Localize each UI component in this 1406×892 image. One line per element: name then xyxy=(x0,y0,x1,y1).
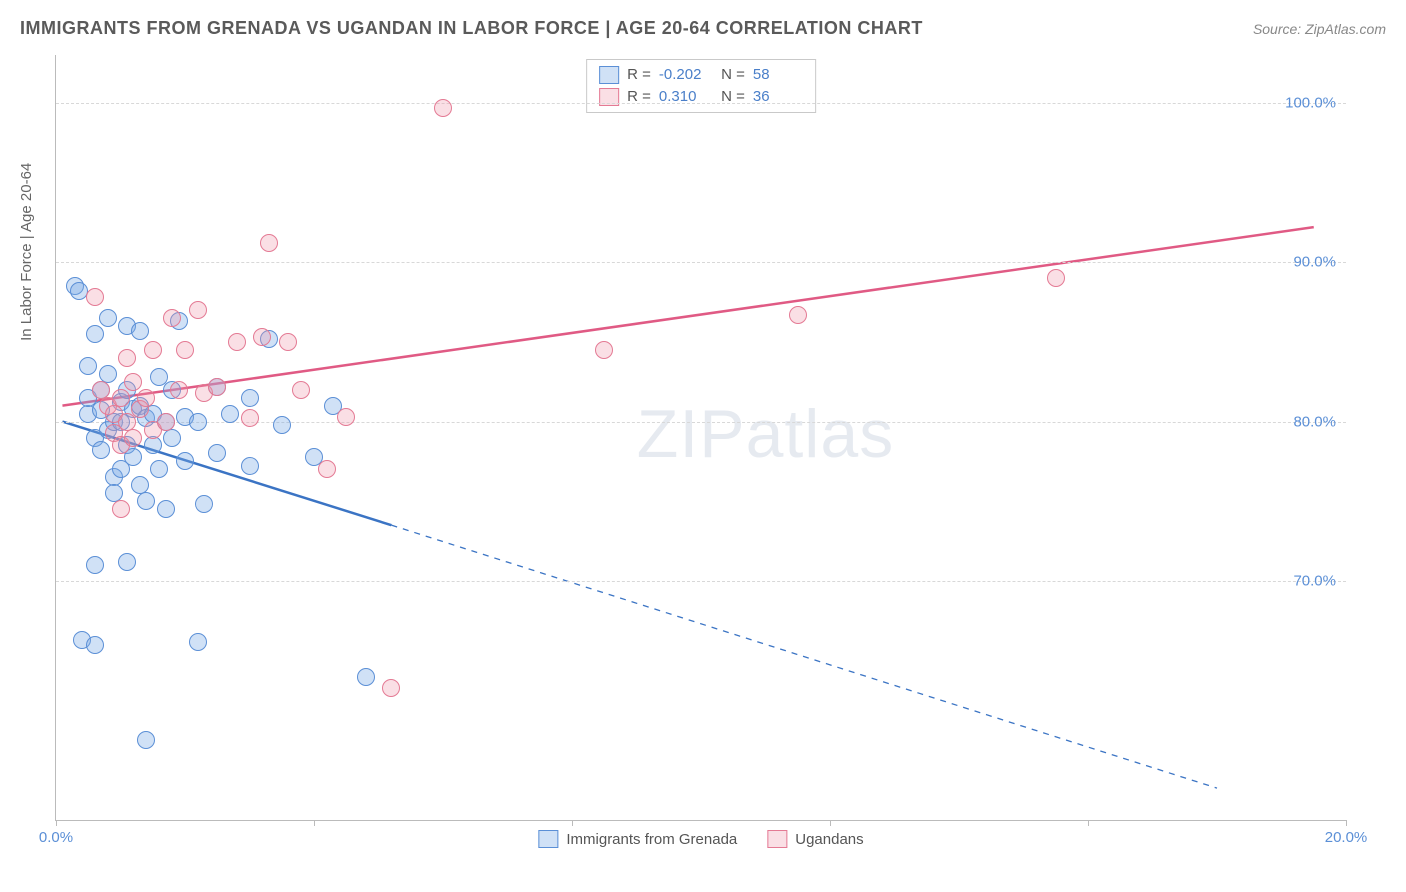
legend-swatch-ugandans xyxy=(767,830,787,848)
data-point-ugandans xyxy=(189,301,207,319)
data-point-grenada xyxy=(163,429,181,447)
x-tick-label: 0.0% xyxy=(39,829,73,846)
data-point-grenada xyxy=(189,633,207,651)
n-value: 58 xyxy=(753,64,803,86)
legend-swatch-grenada xyxy=(538,830,558,848)
data-point-ugandans xyxy=(279,333,297,351)
data-point-ugandans xyxy=(337,408,355,426)
gridline xyxy=(56,103,1346,104)
n-value: 36 xyxy=(753,86,803,108)
data-point-ugandans xyxy=(170,381,188,399)
x-tick xyxy=(572,820,573,826)
data-point-ugandans xyxy=(124,373,142,391)
data-point-ugandans xyxy=(595,341,613,359)
data-point-grenada xyxy=(137,492,155,510)
data-point-grenada xyxy=(195,495,213,513)
data-point-ugandans xyxy=(382,679,400,697)
watermark: ZIPatlas xyxy=(637,395,894,473)
data-point-grenada xyxy=(150,460,168,478)
legend-label: Ugandans xyxy=(795,831,863,848)
gridline xyxy=(56,262,1346,263)
data-point-ugandans xyxy=(86,288,104,306)
x-tick xyxy=(56,820,57,826)
gridline xyxy=(56,581,1346,582)
data-point-ugandans xyxy=(208,378,226,396)
trend-lines xyxy=(56,55,1346,820)
data-point-ugandans xyxy=(112,389,130,407)
y-axis-title: In Labor Force | Age 20-64 xyxy=(18,163,35,341)
data-point-ugandans xyxy=(253,328,271,346)
legend-item-ugandans: Ugandans xyxy=(767,830,863,848)
data-point-grenada xyxy=(118,553,136,571)
x-tick xyxy=(830,820,831,826)
data-point-grenada xyxy=(189,413,207,431)
data-point-grenada xyxy=(86,636,104,654)
x-tick-label: 20.0% xyxy=(1325,829,1368,846)
legend-item-grenada: Immigrants from Grenada xyxy=(538,830,737,848)
data-point-grenada xyxy=(241,457,259,475)
source-attribution: Source: ZipAtlas.com xyxy=(1253,21,1386,37)
data-point-grenada xyxy=(131,322,149,340)
data-point-ugandans xyxy=(157,413,175,431)
data-point-grenada xyxy=(144,436,162,454)
n-label: N = xyxy=(717,64,745,86)
data-point-grenada xyxy=(99,309,117,327)
trendline-extrapolated-grenada xyxy=(391,525,1217,788)
bottom-legend: Immigrants from Grenada Ugandans xyxy=(538,830,863,848)
swatch-grenada xyxy=(599,66,619,84)
chart-title: IMMIGRANTS FROM GRENADA VS UGANDAN IN LA… xyxy=(20,18,923,39)
data-point-grenada xyxy=(92,441,110,459)
data-point-grenada xyxy=(221,405,239,423)
x-tick xyxy=(1346,820,1347,826)
data-point-grenada xyxy=(86,556,104,574)
data-point-ugandans xyxy=(144,341,162,359)
data-point-ugandans xyxy=(434,99,452,117)
data-point-ugandans xyxy=(118,349,136,367)
data-point-grenada xyxy=(86,325,104,343)
y-tick-label: 70.0% xyxy=(1293,572,1336,589)
data-point-ugandans xyxy=(137,389,155,407)
r-value: 0.310 xyxy=(659,86,709,108)
data-point-grenada xyxy=(273,416,291,434)
legend-label: Immigrants from Grenada xyxy=(566,831,737,848)
data-point-grenada xyxy=(241,389,259,407)
x-tick xyxy=(314,820,315,826)
stats-box: R = -0.202 N = 58 R = 0.310 N = 36 xyxy=(586,59,816,113)
data-point-grenada xyxy=(357,668,375,686)
data-point-ugandans xyxy=(292,381,310,399)
data-point-grenada xyxy=(176,452,194,470)
data-point-ugandans xyxy=(112,500,130,518)
data-point-grenada xyxy=(79,357,97,375)
trendline-ugandans xyxy=(62,227,1313,406)
data-point-ugandans xyxy=(163,309,181,327)
data-point-ugandans xyxy=(1047,269,1065,287)
plot-area: ZIPatlas R =-0.202 N =58R =0.310 N =36 I… xyxy=(55,55,1346,821)
data-point-ugandans xyxy=(318,460,336,478)
data-point-ugandans xyxy=(124,429,142,447)
n-label: N = xyxy=(717,86,745,108)
data-point-grenada xyxy=(208,444,226,462)
data-point-ugandans xyxy=(789,306,807,324)
data-point-ugandans xyxy=(260,234,278,252)
stats-row-ugandans: R = 0.310 N = 36 xyxy=(599,86,803,108)
y-tick-label: 80.0% xyxy=(1293,413,1336,430)
r-label: R = xyxy=(627,86,651,108)
x-tick xyxy=(1088,820,1089,826)
data-point-ugandans xyxy=(228,333,246,351)
r-label: R = xyxy=(627,64,651,86)
stats-row-grenada: R = -0.202 N = 58 xyxy=(599,64,803,86)
data-point-grenada xyxy=(137,731,155,749)
data-point-ugandans xyxy=(241,409,259,427)
r-value: -0.202 xyxy=(659,64,709,86)
y-tick-label: 100.0% xyxy=(1285,94,1336,111)
y-tick-label: 90.0% xyxy=(1293,254,1336,271)
data-point-ugandans xyxy=(176,341,194,359)
data-point-grenada xyxy=(157,500,175,518)
